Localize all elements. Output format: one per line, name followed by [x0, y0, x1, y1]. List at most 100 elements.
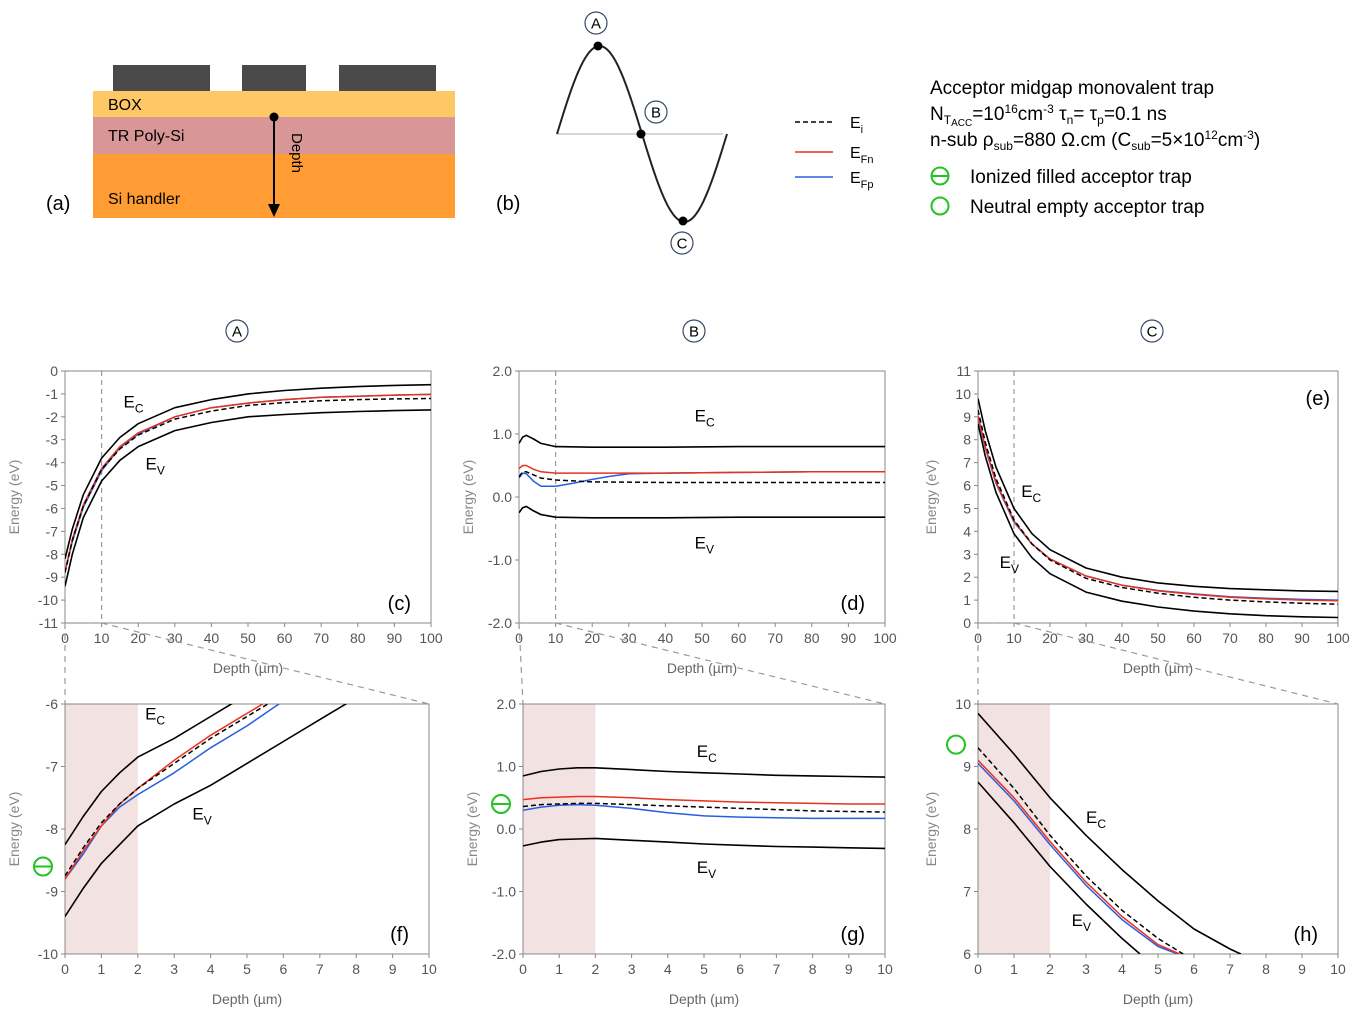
y-axis-label: Energy (eV)	[6, 460, 22, 535]
series-ev-line	[519, 505, 885, 519]
series-efn-line	[519, 464, 885, 474]
zoom-connector-right	[101, 622, 430, 705]
y-tick-label: -1.0	[488, 552, 512, 568]
point-a-label: A	[591, 16, 601, 33]
info-block: Acceptor midgap monovalent trap NTACC=10…	[930, 78, 1260, 218]
x-axis-label: Depth (µm)	[213, 660, 283, 676]
x-tick-label: 2	[134, 961, 142, 977]
zoom-guides	[64, 622, 1339, 705]
x-tick-label: 3	[1082, 961, 1090, 977]
curve-label-v: EV	[146, 455, 165, 478]
y-tick-label: 6	[963, 478, 971, 494]
series-ei-line	[65, 704, 270, 877]
shaded-region	[523, 704, 596, 954]
point-b-dot	[636, 129, 646, 139]
x-tick-label: 7	[773, 961, 781, 977]
column-marker-b-label: B	[689, 324, 699, 341]
series-ei-line	[523, 802, 885, 813]
curve-label-c: EC	[145, 705, 165, 728]
x-tick-label: 1	[98, 961, 106, 977]
curve-label-sym: E	[695, 406, 706, 425]
x-tick-label: 100	[1326, 630, 1350, 646]
y-axis-label: Energy (eV)	[923, 792, 939, 867]
series-ev-line	[978, 423, 1338, 619]
x-tick-label: 6	[280, 961, 288, 977]
y-tick-label: -4	[46, 455, 59, 471]
x-tick-label: 60	[731, 630, 747, 646]
column-marker-c-label: C	[1147, 324, 1158, 341]
curve-label-sub: C	[156, 714, 165, 728]
x-axis-label: Depth (µm)	[212, 991, 282, 1007]
series-efp-line	[523, 803, 885, 820]
series-group	[65, 704, 348, 917]
curve-label-v: EV	[695, 534, 714, 557]
y-tick-label: 8	[963, 432, 971, 448]
curve-label-sym: E	[1000, 553, 1011, 572]
y-tick-label: 9	[963, 409, 971, 425]
y-tick-label: 10	[955, 696, 971, 712]
panel-tag: (e)	[1306, 388, 1330, 410]
x-tick-label: 60	[277, 630, 293, 646]
y-tick-label: -1.0	[492, 884, 516, 900]
series-efn-line	[978, 759, 1180, 954]
curve-label-sub: V	[157, 464, 165, 478]
legend-efp-label: EFp	[850, 170, 874, 191]
x-tick-label: 70	[313, 630, 329, 646]
waveform: A B C (b)	[496, 11, 728, 255]
x-tick-label: 100	[873, 630, 897, 646]
series-group	[519, 434, 885, 519]
legend-efn-label: EFn	[850, 145, 874, 166]
x-tick-label: 10	[877, 961, 893, 977]
curve-label-v: EV	[1072, 911, 1091, 934]
metal-pad-2	[242, 65, 306, 91]
y-tick-label: 3	[963, 546, 971, 562]
y-tick-label: 4	[963, 523, 971, 539]
chart-c: 01020304050607080901000-1-2-3-4-5-6-7-8-…	[6, 363, 443, 676]
y-tick-label: 0	[50, 363, 58, 379]
series-group	[978, 398, 1338, 619]
x-tick-label: 3	[170, 961, 178, 977]
series-group	[523, 767, 885, 850]
series-efn-line	[978, 415, 1338, 602]
y-tick-label: 10	[955, 386, 971, 402]
column-marker-a	[225, 319, 249, 343]
x-tick-label: 50	[694, 630, 710, 646]
series-ec-line	[523, 767, 885, 778]
series-ec-line	[65, 383, 431, 560]
x-tick-label: 40	[204, 630, 220, 646]
y-tick-label: 2.0	[493, 363, 513, 379]
x-tick-label: 80	[350, 630, 366, 646]
column-marker-b	[682, 319, 706, 343]
curve-label-sub: V	[1011, 562, 1019, 576]
y-tick-label: 1.0	[493, 426, 513, 442]
point-c-label: C	[677, 236, 688, 253]
x-tick-label: 10	[1330, 961, 1346, 977]
device-cross-section: BOX TR Poly-Si Si handler Depth (a)	[46, 65, 455, 218]
x-tick-label: 10	[94, 630, 110, 646]
x-tick-label: 2	[592, 961, 600, 977]
empty-trap-icon	[930, 196, 950, 216]
x-tick-label: 30	[167, 630, 183, 646]
series-efp-line	[65, 393, 431, 572]
chart-d: 0 10 20 30 40 50 60 70 80 90 100 2.0 1.0 0.0 -1.0 -2.0 D…	[460, 363, 897, 676]
y-tick-label: -2	[46, 409, 59, 425]
point-b-label: B	[651, 105, 661, 122]
curve-label-c: EC	[695, 406, 715, 429]
depth-arrow-head	[268, 204, 280, 217]
y-tick-label: -3	[46, 432, 59, 448]
x-tick-label: 5	[243, 961, 251, 977]
curve-label-v: EV	[192, 805, 211, 828]
legend-efp-sym: E	[850, 170, 861, 187]
y-axis-label: Energy (eV)	[923, 460, 939, 535]
y-tick-label: 9	[963, 759, 971, 775]
depth-label: Depth	[288, 133, 305, 173]
curve-label-c: EC	[697, 742, 717, 765]
x-axis-label: Depth (µm)	[669, 991, 739, 1007]
panel-tag: (g)	[841, 924, 865, 946]
x-tick-label: 4	[207, 961, 215, 977]
curve-label-sym: E	[1021, 482, 1032, 501]
series-efp-line	[519, 471, 885, 488]
series-group	[65, 383, 431, 587]
x-tick-label: 80	[1258, 630, 1274, 646]
